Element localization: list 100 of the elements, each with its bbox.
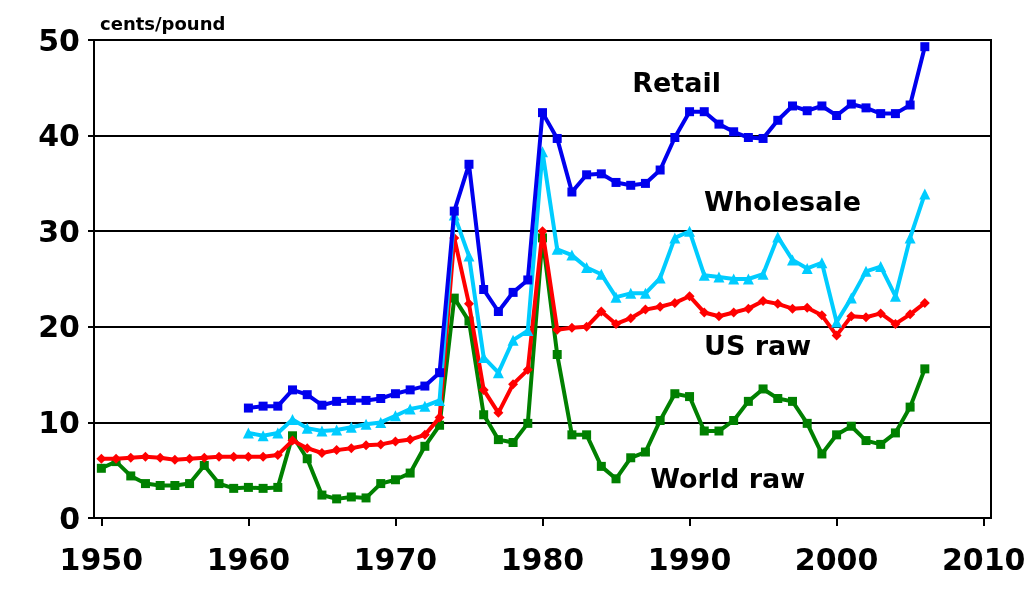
point — [360, 418, 372, 430]
point — [508, 287, 518, 297]
y-axis-title: cents/pound — [100, 12, 226, 34]
point — [346, 443, 357, 454]
point — [258, 483, 268, 493]
point — [96, 463, 106, 473]
point — [405, 468, 415, 478]
point — [875, 261, 887, 273]
point — [626, 453, 636, 463]
point — [405, 434, 416, 445]
point — [126, 471, 136, 481]
point — [463, 250, 475, 262]
point — [199, 460, 209, 470]
point — [714, 426, 724, 436]
x-tick-label: 2010 — [941, 541, 1026, 577]
point — [317, 490, 327, 500]
point — [787, 101, 797, 111]
point — [287, 435, 298, 446]
point — [345, 421, 357, 433]
point — [346, 492, 356, 502]
point — [743, 303, 754, 314]
point — [508, 379, 519, 390]
point — [302, 443, 313, 454]
y-tick-label: 20 — [38, 309, 80, 345]
point — [639, 287, 651, 299]
point — [258, 401, 268, 411]
point — [904, 232, 916, 244]
point — [390, 389, 400, 399]
point — [155, 481, 165, 490]
point — [463, 298, 474, 309]
series-label: World raw — [650, 463, 806, 495]
point — [802, 418, 812, 428]
point — [449, 206, 459, 216]
point — [492, 367, 504, 379]
point — [861, 312, 872, 323]
series-label: Wholesale — [703, 186, 861, 218]
point — [758, 384, 768, 394]
point — [523, 418, 533, 428]
point — [758, 133, 768, 143]
point — [655, 165, 665, 175]
point — [729, 127, 739, 137]
point — [905, 402, 915, 412]
point — [595, 268, 607, 280]
point — [214, 479, 224, 489]
point — [876, 439, 886, 449]
point — [831, 330, 842, 341]
point — [361, 395, 371, 405]
point — [817, 449, 827, 459]
point — [390, 475, 400, 485]
point — [742, 273, 754, 285]
point — [479, 410, 489, 420]
point — [302, 454, 312, 464]
point — [317, 400, 327, 410]
point — [699, 107, 709, 117]
point — [375, 416, 387, 428]
point — [538, 108, 547, 118]
point — [801, 262, 813, 274]
point — [185, 479, 195, 489]
point — [816, 257, 828, 269]
point — [655, 415, 665, 425]
point — [861, 103, 871, 113]
point — [272, 427, 284, 439]
point — [773, 394, 783, 403]
point — [507, 334, 519, 346]
point — [699, 307, 710, 318]
point — [729, 415, 739, 425]
point — [420, 381, 430, 391]
point — [743, 133, 753, 143]
point — [464, 159, 474, 169]
point — [773, 115, 783, 125]
y-tick-label: 30 — [38, 213, 80, 249]
point — [905, 100, 915, 110]
point — [919, 188, 931, 200]
point — [610, 291, 622, 303]
point — [405, 385, 415, 395]
point — [508, 437, 518, 447]
point — [243, 482, 253, 492]
point — [625, 313, 636, 324]
point — [890, 318, 901, 329]
point — [743, 396, 753, 406]
point — [905, 309, 916, 320]
point — [714, 119, 724, 129]
point — [493, 307, 503, 316]
point — [596, 169, 606, 179]
point — [832, 430, 842, 440]
point — [611, 177, 621, 187]
point — [684, 291, 695, 302]
point — [787, 396, 797, 406]
y-tick-label: 50 — [38, 22, 80, 58]
point — [669, 232, 681, 244]
point — [699, 426, 709, 436]
series-label: Retail — [632, 66, 721, 98]
point — [332, 396, 342, 406]
point — [522, 364, 533, 375]
x-tick-label: 1990 — [647, 541, 732, 577]
point — [596, 306, 607, 317]
point — [890, 109, 900, 119]
point — [376, 394, 386, 403]
point — [640, 447, 650, 457]
point — [920, 42, 930, 52]
